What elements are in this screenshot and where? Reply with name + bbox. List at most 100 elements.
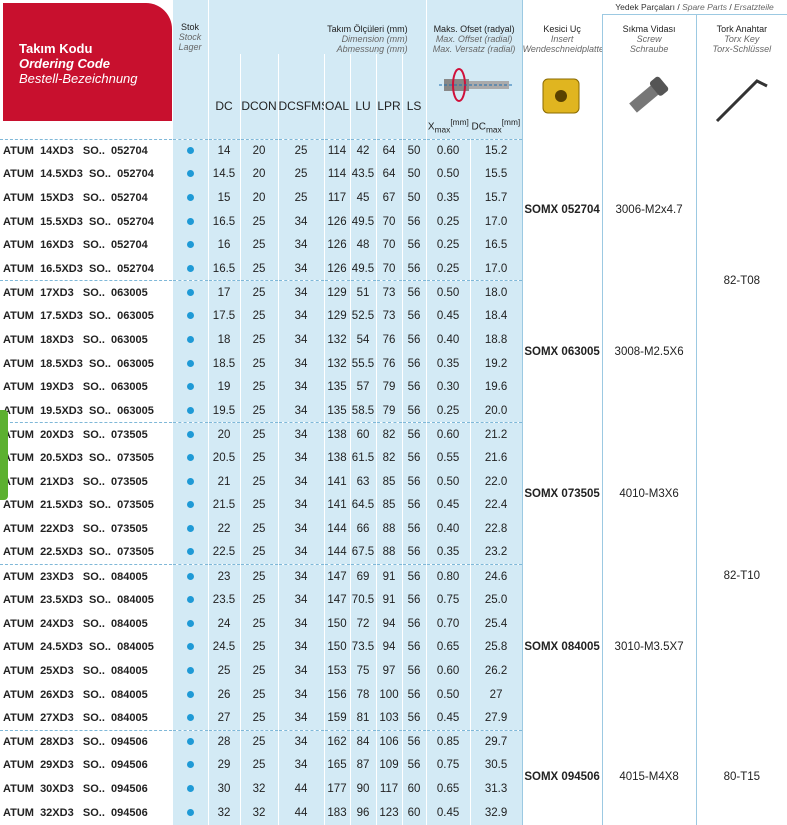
cell: 0.60 bbox=[425, 659, 471, 683]
code: ATUM 21XD3 SO.. 073505 bbox=[0, 469, 172, 494]
cell: 27.9 bbox=[469, 706, 523, 731]
stock-dot bbox=[186, 785, 194, 793]
spare-tr: Yedek Parçaları bbox=[615, 2, 675, 12]
screw-icon bbox=[629, 76, 669, 113]
cell: 79 bbox=[375, 399, 402, 423]
cell bbox=[171, 186, 208, 210]
cell: 0.75 bbox=[425, 753, 471, 778]
cell: 88 bbox=[375, 517, 402, 541]
row: ATUM 17XD3 SO.. 063005 17 25 34 129 51 73 56 0.5… bbox=[0, 280, 787, 423]
stock-title: Stok bbox=[180, 22, 199, 32]
cell: 34 bbox=[277, 753, 324, 778]
cell: 60 bbox=[401, 800, 427, 825]
row: ATUM 22XD3 SO.. 073505 22 25 34 144 66 88 56 0.4… bbox=[0, 517, 787, 541]
cell: 25 bbox=[239, 351, 278, 376]
cell bbox=[171, 351, 208, 376]
cell: 25 bbox=[239, 753, 278, 778]
col-header: LU bbox=[349, 54, 376, 139]
cell: 34 bbox=[277, 422, 324, 447]
cell: 25 bbox=[239, 706, 278, 731]
cell: 156 bbox=[323, 682, 350, 707]
code: ATUM 23XD3 SO.. 084005 bbox=[0, 564, 172, 589]
cell: 70 bbox=[375, 209, 402, 234]
cell: 0.35 bbox=[425, 186, 471, 210]
cell: 61.5 bbox=[349, 446, 376, 470]
code: ATUM 18.5XD3 SO.. 063005 bbox=[0, 351, 172, 376]
cell: 15 bbox=[207, 186, 240, 210]
code: ATUM 26XD3 SO.. 084005 bbox=[0, 682, 172, 707]
cell: 44 bbox=[277, 800, 324, 825]
code: ATUM 15XD3 SO.. 052704 bbox=[0, 186, 172, 210]
cell: 0.35 bbox=[425, 351, 471, 376]
cell: 25 bbox=[277, 186, 324, 210]
cell bbox=[171, 588, 208, 612]
cell bbox=[171, 257, 208, 281]
cell: 55.5 bbox=[349, 351, 376, 376]
cell: 56 bbox=[401, 588, 427, 612]
cell: 0.25 bbox=[425, 209, 471, 234]
cell bbox=[171, 777, 208, 801]
cell: 29.7 bbox=[469, 729, 523, 754]
cell: 132 bbox=[323, 351, 350, 376]
cell: 23.2 bbox=[469, 540, 523, 565]
cell: 16.5 bbox=[207, 257, 240, 281]
code: ATUM 32XD3 SO.. 094506 bbox=[0, 800, 172, 825]
cell: 150 bbox=[323, 611, 350, 636]
cell: 34 bbox=[277, 328, 324, 352]
cell: 159 bbox=[323, 706, 350, 731]
code: ATUM 19.5XD3 SO.. 063005 bbox=[0, 399, 172, 423]
stock-dot bbox=[186, 619, 194, 627]
row: ATUM 14XD3 SO.. 052704 14 20 25 114 42 64 50 0.6… bbox=[0, 138, 787, 423]
code: ATUM 23.5XD3 SO.. 084005 bbox=[0, 588, 172, 612]
stock-dot bbox=[186, 548, 194, 556]
dcmax-label: DCmax[mm] bbox=[472, 117, 521, 134]
cell: 58.5 bbox=[349, 399, 376, 423]
cell: 144 bbox=[323, 517, 350, 541]
cell: 126 bbox=[323, 233, 350, 258]
key: 82-T08 bbox=[695, 139, 787, 423]
stock-title: Stock bbox=[178, 32, 202, 42]
cell: 23 bbox=[207, 564, 240, 589]
cell: 25 bbox=[239, 304, 278, 329]
insert-title: Insert bbox=[550, 34, 574, 44]
code-header: Takım Kodu Ordering Code Bestell-Bezeichnu… bbox=[0, 0, 172, 139]
cell: 66 bbox=[349, 517, 376, 541]
dcmax-unit: [mm] bbox=[501, 117, 521, 128]
cell: 25 bbox=[239, 233, 278, 258]
cell: 22.5 bbox=[207, 540, 240, 565]
cell: 34 bbox=[277, 517, 324, 541]
cell: 25 bbox=[239, 588, 278, 612]
cell: 0.50 bbox=[425, 469, 471, 494]
cell: 52.5 bbox=[349, 304, 376, 329]
cell: 34 bbox=[277, 233, 324, 258]
cell: 26 bbox=[207, 682, 240, 707]
cell: 60 bbox=[401, 777, 427, 801]
cell: 34 bbox=[277, 399, 324, 423]
cell: 73.5 bbox=[349, 635, 376, 660]
cell bbox=[171, 280, 208, 305]
cell: 24 bbox=[207, 611, 240, 636]
cell: 25.4 bbox=[469, 611, 523, 636]
offset-title: Maks. Ofset (radyal) bbox=[433, 24, 515, 34]
stock-dot bbox=[186, 406, 194, 414]
cell: 25 bbox=[239, 399, 278, 423]
cell: 34 bbox=[277, 257, 324, 281]
cell: 88 bbox=[375, 540, 402, 565]
cell: 56 bbox=[401, 280, 427, 305]
code: ATUM 29XD3 SO.. 094506 bbox=[0, 753, 172, 778]
stock-dot bbox=[186, 288, 194, 296]
code: ATUM 17.5XD3 SO.. 063005 bbox=[0, 304, 172, 329]
cell: 56 bbox=[401, 422, 427, 447]
table-body: ATUM 14XD3 SO.. 052704 14 20 25 114 42 64 50 0.6… bbox=[0, 138, 787, 825]
cell: 34 bbox=[277, 304, 324, 329]
cell: 21.5 bbox=[207, 493, 240, 518]
cell bbox=[171, 635, 208, 660]
cell: 103 bbox=[375, 706, 402, 731]
cell: 0.40 bbox=[425, 328, 471, 352]
cell: 106 bbox=[375, 729, 402, 754]
code: ATUM 25XD3 SO.. 084005 bbox=[0, 659, 172, 683]
cell: 34 bbox=[277, 611, 324, 636]
cell: 25 bbox=[239, 659, 278, 683]
code: ATUM 28XD3 SO.. 094506 bbox=[0, 729, 172, 754]
